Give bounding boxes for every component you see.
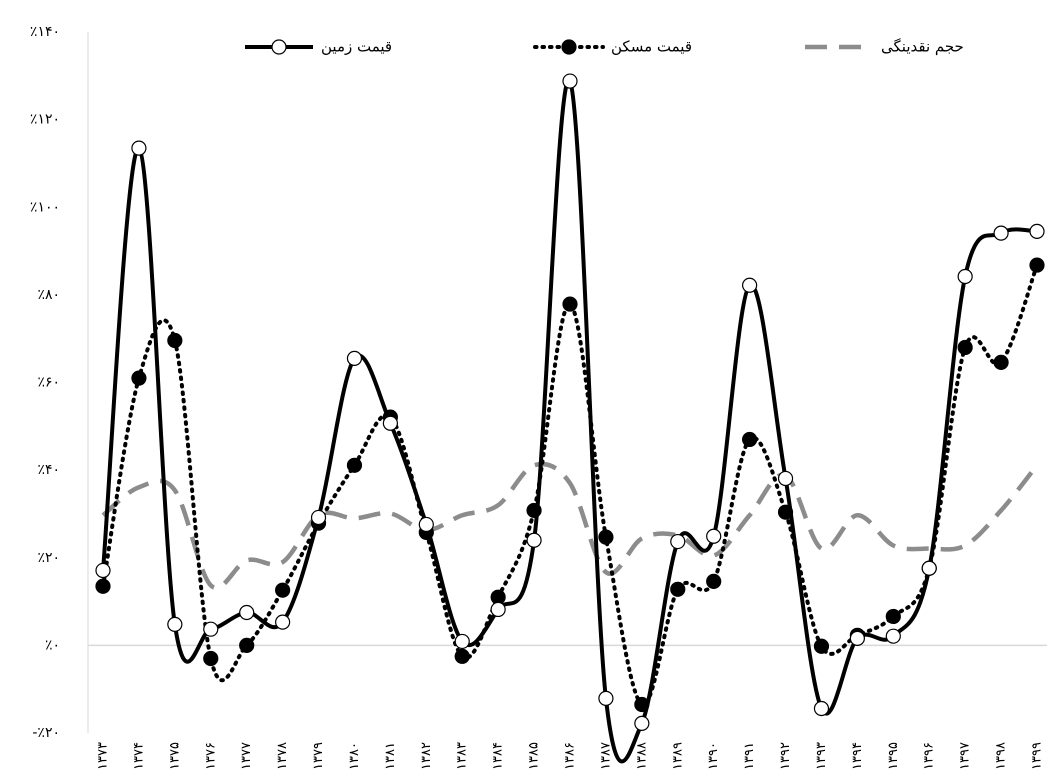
- legend-marker: [271, 39, 287, 55]
- x-tick-label: ۱۳۷۵: [167, 742, 182, 770]
- point-marker: [706, 573, 722, 590]
- legend-marker: [561, 39, 577, 55]
- point-marker: [849, 630, 865, 646]
- point-marker: [885, 608, 901, 625]
- x-tick-label: ۱۳۷۴: [131, 742, 146, 770]
- point-marker: [310, 509, 327, 526]
- point-marker: [418, 516, 434, 533]
- y-tick-label: ٪۴۰: [37, 462, 60, 478]
- y-tick-label: ٪۱۲۰: [30, 112, 60, 128]
- y-tick-label: -٪۲۰: [32, 725, 60, 741]
- point-marker: [203, 621, 219, 637]
- point-marker: [670, 533, 686, 550]
- point-marker: [813, 700, 830, 717]
- point-marker: [167, 332, 183, 349]
- point-marker: [957, 339, 973, 356]
- point-marker: [131, 370, 147, 386]
- point-marker: [131, 140, 147, 156]
- point-marker: [346, 457, 363, 473]
- point-marker: [275, 614, 291, 630]
- x-tick-label: ۱۳۹۲: [778, 742, 793, 770]
- point-marker: [167, 616, 183, 632]
- x-tick-label: ۱۳۹۸: [994, 742, 1009, 770]
- point-marker: [742, 431, 758, 448]
- x-tick-label: ۱۳۸۲: [419, 742, 434, 770]
- point-marker: [957, 268, 973, 285]
- x-tick-label: ۱۳۸۳: [455, 742, 470, 770]
- y-tick-label: ٪۱۴۰: [30, 24, 60, 40]
- point-marker: [1029, 223, 1045, 239]
- x-tick-label: ۱۳۷۷: [239, 742, 254, 770]
- point-marker: [598, 529, 614, 545]
- x-tick-label: ۱۳۷۹: [311, 742, 326, 770]
- point-marker: [813, 638, 830, 654]
- point-marker: [993, 225, 1009, 241]
- point-marker: [706, 528, 722, 544]
- point-marker: [634, 715, 650, 731]
- point-marker: [562, 73, 578, 89]
- point-marker: [598, 690, 614, 706]
- point-marker: [239, 637, 255, 653]
- x-tick-label: ۱۳۸۶: [563, 742, 578, 770]
- point-marker: [346, 350, 363, 367]
- point-marker: [203, 650, 219, 667]
- x-tick-label: ۱۳۹۴: [850, 742, 865, 770]
- point-marker: [742, 277, 758, 293]
- point-marker: [777, 470, 794, 487]
- x-tick-label: ۱۳۸۵: [527, 742, 542, 770]
- x-tick-label: ۱۳۹۰: [706, 742, 721, 770]
- point-marker: [562, 296, 578, 312]
- x-tick-label: ۱۳۹۱: [742, 742, 757, 770]
- x-tick-label: ۱۳۸۷: [598, 742, 613, 770]
- series-line: [101, 77, 1038, 764]
- y-tick-label: ٪۲۰: [37, 550, 60, 566]
- x-tick-label: ۱۳۸۸: [634, 742, 649, 770]
- legend-label: حجم نقدینگی: [881, 38, 964, 56]
- point-marker: [1029, 257, 1045, 273]
- y-tick-label: ٪۸۰: [37, 287, 60, 303]
- point-marker: [921, 560, 937, 576]
- point-marker: [526, 532, 542, 548]
- point-marker: [239, 604, 255, 621]
- x-tick-label: ۱۳۸۰: [347, 742, 362, 770]
- x-tick-label: ۱۳۸۹: [670, 742, 685, 770]
- y-tick-label: ٪۶۰: [37, 375, 60, 391]
- x-tick-label: ۱۳۷۶: [203, 742, 218, 770]
- x-tick-label: ۱۳۹۹: [1030, 742, 1045, 770]
- legend-label: قیمت مسکن: [611, 38, 692, 56]
- point-marker: [95, 562, 111, 579]
- x-tick-label: ۱۳۸۴: [491, 742, 506, 770]
- x-tick-label: ۱۳۹۶: [922, 742, 937, 770]
- series-line: [101, 461, 1039, 590]
- legend-label: قیمت زمین: [321, 38, 392, 56]
- x-tick-label: ۱۳۹۷: [958, 742, 973, 770]
- point-marker: [275, 582, 291, 598]
- x-tick-label: ۱۳۹۳: [814, 742, 829, 770]
- y-tick-label: ٪۱۰۰: [30, 199, 60, 215]
- point-marker: [885, 628, 901, 644]
- point-marker: [670, 581, 686, 597]
- point-marker: [382, 415, 398, 431]
- point-marker: [95, 578, 111, 594]
- x-tick-label: ۱۳۹۵: [886, 742, 901, 770]
- point-marker: [993, 354, 1009, 370]
- x-tick-label: ۱۳۷۳: [96, 742, 111, 770]
- y-tick-label: ٪۰: [45, 637, 60, 653]
- x-tick-label: ۱۳۸۱: [383, 742, 398, 770]
- point-marker: [454, 633, 470, 650]
- point-marker: [454, 648, 470, 664]
- point-marker: [490, 601, 506, 618]
- x-tick-label: ۱۳۷۸: [275, 742, 290, 770]
